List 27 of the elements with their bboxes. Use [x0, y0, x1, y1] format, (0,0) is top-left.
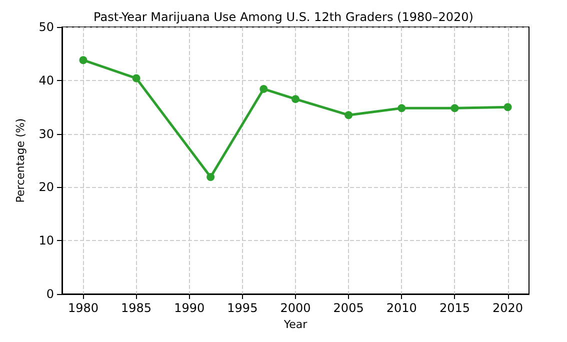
point: [260, 84, 268, 93]
point: [292, 95, 300, 104]
point: [450, 104, 459, 112]
y-tick-label: 40: [38, 73, 54, 88]
y-axis-title: Percentage (%): [14, 118, 27, 203]
point: [79, 56, 88, 64]
x-tick-label: 1990: [174, 301, 205, 315]
x-tick-label: 2010: [386, 301, 417, 315]
x-axis-title: Year: [282, 318, 308, 331]
y-tick-label: 50: [38, 20, 54, 34]
x-tick-label: 1980: [68, 301, 98, 315]
point: [206, 173, 215, 182]
y-tick-label: 0: [46, 287, 54, 301]
point: [504, 103, 512, 112]
point: [344, 111, 353, 120]
y-tick-label: 20: [38, 180, 54, 194]
x-tick-label: 2000: [280, 301, 311, 315]
x-tick-label: 1985: [121, 301, 152, 315]
x-tick-label: 1995: [227, 301, 258, 315]
point: [132, 74, 140, 82]
y-tick-label: 30: [38, 126, 54, 141]
x-tick-label: 2020: [492, 301, 524, 315]
x-tick-label: 2015: [439, 301, 470, 315]
y-tick-label: 10: [38, 234, 54, 248]
chart-title: Past-Year Marijuana Use Among U.S. 12th Graders (1980–2020): [94, 10, 474, 24]
point: [398, 104, 406, 112]
x-tick-label: 2005: [333, 301, 364, 315]
